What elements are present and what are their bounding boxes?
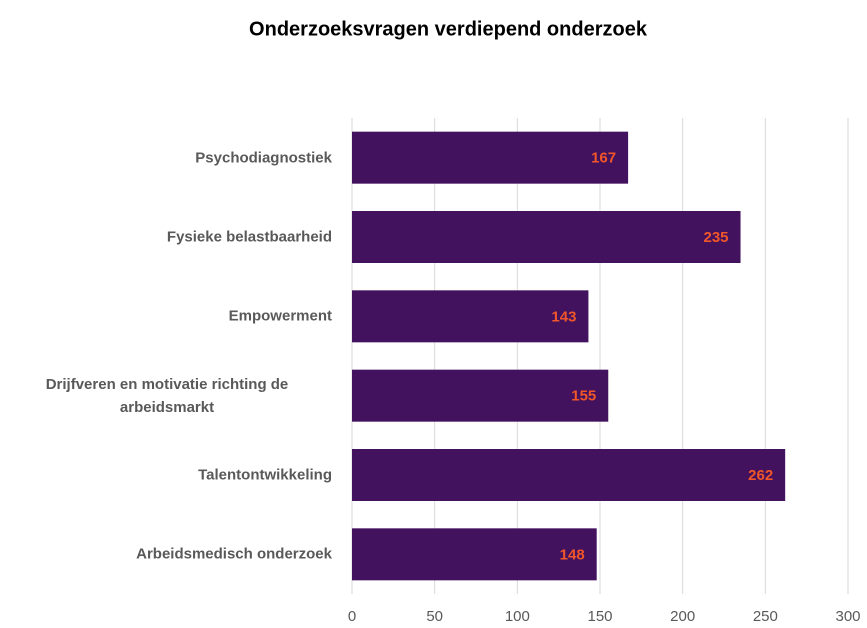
data-label: 155: [571, 388, 596, 405]
data-label: 235: [704, 229, 729, 246]
bar: [352, 131, 629, 184]
y-tick-label: Arbeidsmedisch onderzoek: [136, 545, 332, 563]
x-tick-label: 100: [505, 608, 530, 625]
x-tick-label: 50: [426, 608, 443, 625]
x-tick-label: 200: [670, 608, 695, 625]
bar: [352, 528, 597, 581]
data-label: 262: [748, 467, 773, 484]
x-tick-label: 250: [753, 608, 778, 625]
x-tick-label: 150: [587, 608, 612, 625]
bar: [352, 211, 741, 263]
x-tick-label: 300: [835, 608, 860, 625]
bar: [352, 290, 589, 343]
y-tick-label: Empowerment: [228, 307, 332, 325]
data-label: 143: [551, 308, 576, 325]
bar: [352, 449, 786, 501]
data-label: 148: [560, 546, 585, 563]
y-tick-label: Fysieke belastbaarheid: [166, 228, 332, 246]
bar: [352, 369, 609, 422]
chart-title: Onderzoeksvragen verdiepend onderzoek: [249, 18, 648, 40]
x-tick-label: 0: [348, 608, 356, 625]
y-tick-label: Drijfveren en motivatie richting de arbe…: [45, 375, 289, 416]
y-tick-label: Psychodiagnostiek: [195, 149, 332, 167]
data-label: 167: [591, 150, 616, 167]
y-tick-label: Talentontwikkeling: [198, 466, 332, 484]
